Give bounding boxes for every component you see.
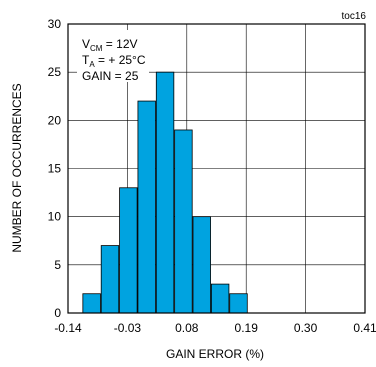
annotation-background <box>77 30 149 82</box>
annotation-temperature: TA = + 25°C <box>82 53 146 69</box>
y-tick-label: 25 <box>48 65 62 79</box>
histogram-bar <box>192 216 211 314</box>
y-tick-label: 15 <box>48 162 62 176</box>
histogram-bar <box>229 293 248 314</box>
y-tick-labels: 0 5 10 15 20 25 30 <box>48 17 62 320</box>
x-tick-label: 0.41 <box>353 321 376 335</box>
y-tick-label: 10 <box>48 210 62 224</box>
x-tick-label: 0.08 <box>175 321 199 335</box>
y-tick-label: 5 <box>54 258 61 272</box>
conditions-annotation: VCM = 12V TA = + 25°C GAIN = 25 <box>77 30 149 83</box>
bars <box>82 71 248 314</box>
x-tick-label: 0.19 <box>235 321 259 335</box>
histogram-bar <box>174 129 193 314</box>
histogram-bar <box>155 71 175 314</box>
x-axis-label: GAIN ERROR (%) <box>166 347 264 361</box>
annotation-vcm: VCM = 12V <box>82 37 138 53</box>
histogram-bar <box>82 293 101 314</box>
x-tick-label: -0.14 <box>54 321 82 335</box>
y-axis-label: NUMBER OF OCCURRENCES <box>10 83 24 252</box>
annotation-gain: GAIN = 25 <box>82 69 139 83</box>
histogram-bar <box>100 245 120 314</box>
x-tick-label: 0.30 <box>294 321 318 335</box>
histogram-bar <box>137 100 156 314</box>
y-tick-label: 0 <box>54 306 61 320</box>
histogram-bar <box>210 283 230 314</box>
plot-frame <box>67 23 366 314</box>
x-tick-label: -0.03 <box>114 321 142 335</box>
x-tick-labels: -0.14 -0.03 0.08 0.19 0.30 0.41 <box>54 321 376 335</box>
histogram-bar <box>119 187 138 314</box>
chart-tag: toc16 <box>342 11 367 22</box>
y-tick-label: 20 <box>48 113 62 127</box>
y-tick-label: 30 <box>48 17 62 31</box>
